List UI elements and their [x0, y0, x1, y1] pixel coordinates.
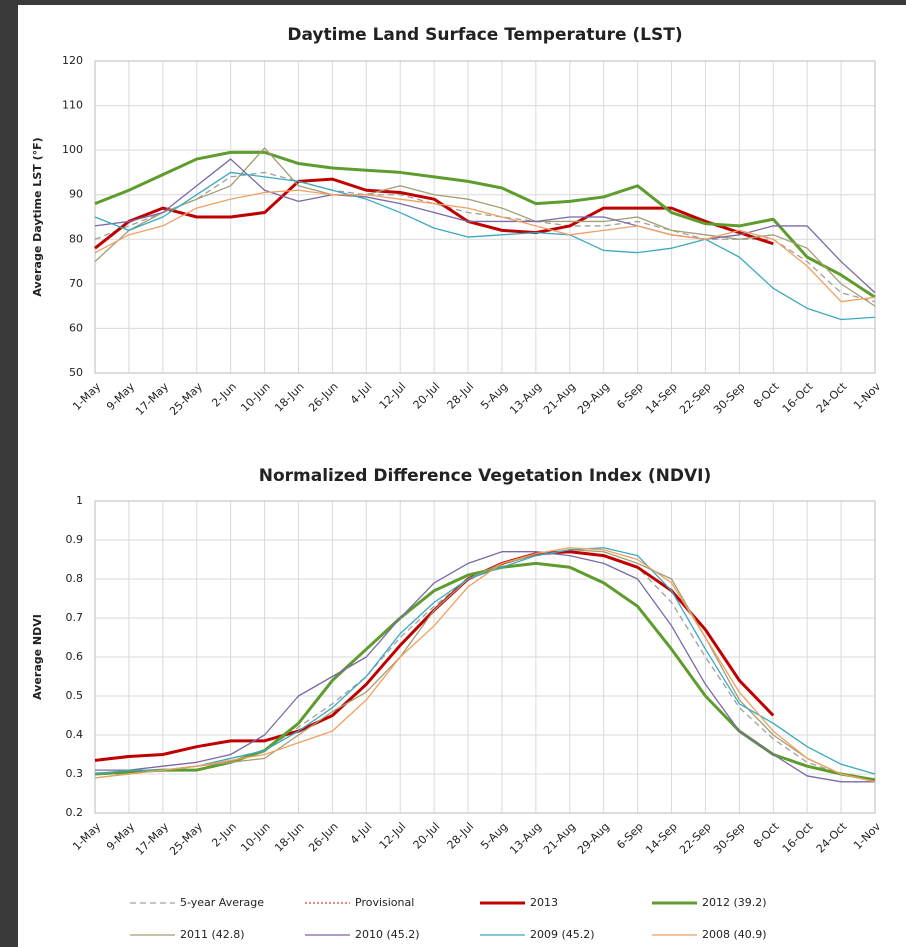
- y-tick-label: 1: [76, 494, 83, 507]
- legend-label: 2008 (40.9): [702, 928, 767, 941]
- y-tick-label: 110: [62, 99, 83, 112]
- legend-label: Provisional: [355, 896, 414, 909]
- y-tick-label: 0.4: [66, 728, 84, 741]
- y-tick-label: 80: [69, 232, 83, 245]
- y-tick-label: 0.9: [66, 533, 84, 546]
- series-line: 2010 (45.2): [95, 551, 875, 783]
- y-tick-label: 0.8: [66, 572, 84, 585]
- y-tick-label: 120: [62, 54, 83, 67]
- y-tick-label: 0.7: [66, 611, 84, 624]
- y-tick-label: 90: [69, 188, 83, 201]
- y-tick-label: 60: [69, 321, 83, 334]
- plot-border: [94, 500, 876, 814]
- y-tick-label: 0.5: [66, 689, 84, 702]
- legend-label: 2010 (45.2): [355, 928, 420, 941]
- series-line: 2011 (42.8): [94, 147, 876, 307]
- legend-label: 2009 (45.2): [530, 928, 595, 941]
- series-line: 2011 (42.8): [94, 549, 876, 783]
- panel: [18, 5, 906, 947]
- y-tick-label: 50: [69, 366, 83, 379]
- series-line: 2009 (45.2): [94, 171, 876, 321]
- series-line: 2008 (40.9): [94, 189, 876, 303]
- legend-label: 5-year Average: [180, 896, 264, 909]
- y-tick-label: 70: [69, 277, 83, 290]
- series-line: 2010 (45.2): [94, 158, 876, 294]
- legend-label: 2012 (39.2): [702, 896, 767, 909]
- series-line: 5-year Average: [94, 171, 876, 303]
- y-tick-label: 0.2: [66, 806, 84, 819]
- chart-title: Normalized Difference Vegetation Index (…: [259, 466, 712, 486]
- legend-label: 2013: [530, 896, 558, 909]
- series-line: 2009 (45.2): [94, 547, 876, 775]
- series-line: 2013: [94, 177, 774, 250]
- y-tick-label: 0.3: [66, 767, 84, 780]
- y-tick-label: 100: [62, 143, 83, 156]
- legend-label: 2011 (42.8): [180, 928, 245, 941]
- y-axis-title: Average Daytime LST (°F): [31, 137, 44, 296]
- series-line: 2012 (39.2): [94, 150, 876, 299]
- chart-title: Daytime Land Surface Temperature (LST): [287, 25, 682, 45]
- y-tick-label: 0.6: [66, 650, 84, 663]
- series-line: 2008 (40.9): [94, 547, 876, 783]
- y-axis-title: Average NDVI: [31, 614, 44, 700]
